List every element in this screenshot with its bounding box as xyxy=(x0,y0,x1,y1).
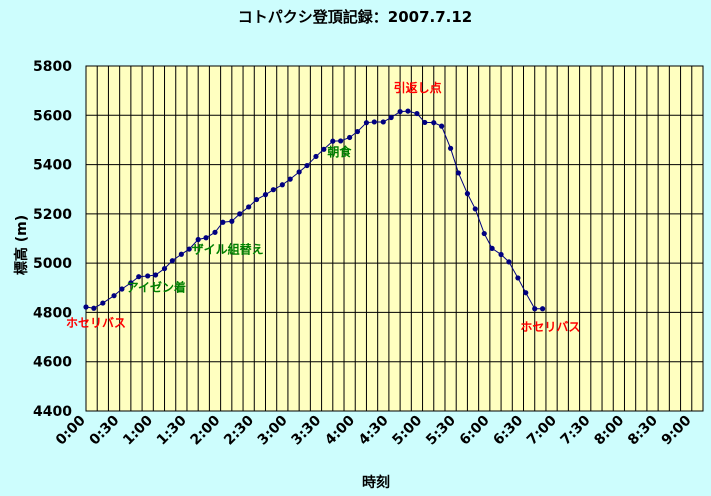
data-point xyxy=(100,300,106,306)
plot-area xyxy=(86,66,703,411)
data-point xyxy=(304,162,310,169)
data-point xyxy=(111,293,117,299)
x-tick-label: 3:30 xyxy=(288,412,324,448)
data-point xyxy=(363,120,370,126)
x-tick-label: 7:00 xyxy=(524,412,560,448)
y-tick-label: 5800 xyxy=(33,59,72,75)
data-point xyxy=(128,280,134,286)
vertical-gridlines xyxy=(96,66,693,411)
data-point xyxy=(472,206,478,212)
plot-border xyxy=(85,65,704,412)
data-point xyxy=(330,138,336,144)
x-tick-label: 5:00 xyxy=(389,412,425,448)
x-tick-label: 7:30 xyxy=(558,412,594,448)
y-axis-ticks: 4400 4600 4800 5000 5200 5400 5600 5800 xyxy=(33,59,72,420)
data-point xyxy=(229,218,235,224)
x-axis-ticks: 0:000:301:001:302:002:303:003:304:004:30… xyxy=(53,412,695,448)
annotation-label: 朝食 xyxy=(327,144,352,159)
y-tick-label: 5200 xyxy=(33,207,72,223)
data-point xyxy=(405,108,411,114)
data-point xyxy=(152,272,159,278)
x-tick-label: 2:00 xyxy=(188,412,224,448)
x-tick-label: 3:00 xyxy=(255,412,291,448)
x-tick-label: 4:00 xyxy=(322,412,358,448)
data-point xyxy=(186,246,192,252)
x-tick-label: 1:00 xyxy=(120,412,156,448)
data-point xyxy=(296,169,302,175)
data-point xyxy=(414,110,420,117)
data-point xyxy=(246,204,252,210)
data-point xyxy=(464,191,471,197)
y-axis-label: 標高 (m) xyxy=(13,215,30,275)
data-point xyxy=(388,114,394,121)
annotation-label: ホセリバス xyxy=(66,316,126,330)
data-point xyxy=(354,128,361,135)
x-tick-label: 5:30 xyxy=(423,412,459,448)
x-tick-label: 4:30 xyxy=(356,412,392,448)
x-tick-label: 9:00 xyxy=(659,412,695,448)
data-point xyxy=(371,119,377,125)
data-point xyxy=(195,236,201,243)
data-point xyxy=(287,176,293,182)
data-point xyxy=(380,119,386,125)
x-tick-label: 6:00 xyxy=(457,412,493,448)
data-point xyxy=(347,134,353,141)
data-point xyxy=(161,265,168,272)
data-point xyxy=(539,306,546,312)
annotation-label: アイゼン着 xyxy=(127,279,186,294)
x-axis-label: 時刻 xyxy=(362,474,390,491)
x-tick-label: 1:30 xyxy=(154,412,190,448)
data-point xyxy=(422,119,428,126)
data-point xyxy=(439,123,445,129)
x-tick-label: 6:30 xyxy=(490,412,526,448)
data-point xyxy=(489,245,495,251)
annotation-label: ザイル組替え xyxy=(192,241,264,256)
data-point xyxy=(237,211,243,217)
data-point xyxy=(447,145,454,151)
data-point xyxy=(279,182,285,188)
y-tick-label: 4800 xyxy=(33,305,72,321)
data-point xyxy=(220,219,226,225)
x-tick-label: 2:30 xyxy=(221,412,257,448)
data-point xyxy=(397,108,403,115)
annotation-label: ホセリバス xyxy=(520,320,580,334)
data-point xyxy=(253,196,260,203)
data-point xyxy=(523,290,529,296)
x-tick-label: 8:00 xyxy=(591,412,627,448)
data-point xyxy=(169,258,175,264)
data-point xyxy=(212,229,218,235)
y-tick-label: 5400 xyxy=(33,158,72,174)
data-point xyxy=(203,235,209,241)
y-tick-label: 4400 xyxy=(33,404,72,420)
data-point xyxy=(498,251,504,258)
data-point xyxy=(91,305,97,311)
annotation-label: 引返し点 xyxy=(394,80,442,95)
chart-title: コトパクシ登頂記録：2007.7.12 xyxy=(238,8,472,26)
x-tick-label: 0:30 xyxy=(87,412,123,448)
data-point xyxy=(515,275,521,281)
x-tick-label: 8:30 xyxy=(625,412,661,448)
data-point xyxy=(455,170,462,176)
data-point xyxy=(506,259,512,265)
data-point xyxy=(83,304,89,310)
data-point xyxy=(532,306,538,312)
data-point xyxy=(481,230,487,237)
data-point xyxy=(136,274,142,280)
data-point xyxy=(321,146,327,152)
data-point xyxy=(313,153,319,160)
data-point xyxy=(431,120,437,126)
data-point xyxy=(338,138,344,144)
data-point xyxy=(270,187,276,193)
series-group xyxy=(83,108,546,312)
data-point xyxy=(145,273,151,279)
y-tick-label: 5000 xyxy=(33,256,72,272)
y-tick-label: 5600 xyxy=(33,108,72,124)
y-tick-label: 4600 xyxy=(33,355,72,371)
data-point xyxy=(262,192,269,198)
data-point xyxy=(119,286,125,292)
data-point xyxy=(178,251,184,257)
